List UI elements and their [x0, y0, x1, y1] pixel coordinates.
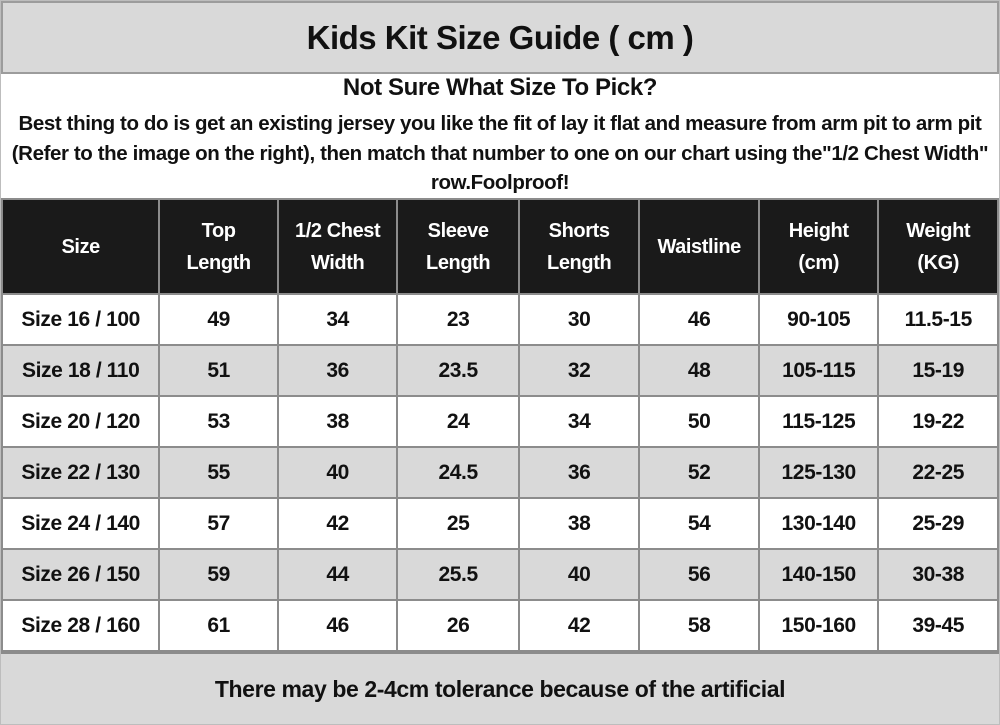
- table-cell: 130-140: [757, 497, 880, 551]
- column-header-waistline: Waistline: [638, 198, 760, 296]
- column-header-sleeve-length: Sleeve Length: [396, 198, 520, 296]
- table-row: Size 26 / 150 59 44 25.5 40 56 140-150 3…: [0, 548, 999, 602]
- table-cell: 23: [396, 293, 520, 347]
- table-cell: 36: [276, 344, 399, 398]
- table-row: Size 24 / 140 57 42 25 38 54 130-140 25-…: [0, 497, 999, 551]
- table-cell: 50: [638, 395, 760, 449]
- table-cell: 39-45: [877, 599, 999, 653]
- table-cell: 140-150: [757, 548, 880, 602]
- table-cell: 22-25: [877, 446, 999, 500]
- table-cell: 51: [158, 344, 279, 398]
- intro-body: Best thing to do is get an existing jers…: [11, 112, 989, 195]
- intro-section: Not Sure What Size To Pick? Best thing t…: [1, 74, 999, 199]
- size-row-label: Size 20 / 120: [0, 395, 161, 449]
- table-cell: 30-38: [877, 548, 999, 602]
- table-cell: 57: [158, 497, 279, 551]
- table-cell: 25: [396, 497, 520, 551]
- table-row: Size 22 / 130 55 40 24.5 36 52 125-130 2…: [0, 446, 999, 500]
- table-cell: 46: [276, 599, 399, 653]
- table-cell: 25-29: [877, 497, 999, 551]
- table-cell: 40: [517, 548, 641, 602]
- table-cell: 26: [396, 599, 520, 653]
- column-header-size: Size: [0, 198, 161, 296]
- size-row-label: Size 16 / 100: [0, 293, 161, 347]
- intro-heading: Not Sure What Size To Pick?: [342, 74, 658, 101]
- table-cell: 53: [158, 395, 279, 449]
- table-cell: 42: [517, 599, 641, 653]
- size-row-label: Size 26 / 150: [0, 548, 161, 602]
- size-row-label: Size 22 / 130: [0, 446, 161, 500]
- table-cell: 11.5-15: [877, 293, 999, 347]
- table-cell: 59: [158, 548, 279, 602]
- table-row: Size 16 / 100 49 34 23 30 46 90-105 11.5…: [0, 293, 999, 347]
- table-cell: 46: [638, 293, 760, 347]
- size-table: Size Top Length 1/2 Chest Width Sleeve L…: [0, 198, 999, 653]
- tolerance-note-bar: There may be 2-4cm tolerance because of …: [1, 652, 999, 724]
- table-cell: 54: [638, 497, 760, 551]
- page-title: Kids Kit Size Guide ( cm ): [306, 18, 694, 56]
- table-cell: 34: [276, 293, 399, 347]
- table-cell: 115-125: [757, 395, 880, 449]
- table-cell: 36: [517, 446, 641, 500]
- table-cell: 61: [158, 599, 279, 653]
- table-cell: 56: [638, 548, 760, 602]
- size-row-label: Size 24 / 140: [0, 497, 161, 551]
- column-header-shorts-length: Shorts Length: [517, 198, 641, 296]
- tolerance-note: There may be 2-4cm tolerance because of …: [214, 675, 786, 702]
- column-header-top-length: Top Length: [158, 198, 279, 296]
- table-header-row: Size Top Length 1/2 Chest Width Sleeve L…: [0, 198, 999, 296]
- table-cell: 38: [276, 395, 399, 449]
- column-header-height: Height (cm): [757, 198, 880, 296]
- table-cell: 24.5: [396, 446, 520, 500]
- table-cell: 58: [638, 599, 760, 653]
- table-cell: 90-105: [757, 293, 880, 347]
- table-cell: 30: [517, 293, 641, 347]
- column-header-weight: Weight (KG): [877, 198, 999, 296]
- size-row-label: Size 18 / 110: [0, 344, 161, 398]
- page-title-banner: Kids Kit Size Guide ( cm ): [1, 1, 999, 74]
- table-cell: 105-115: [757, 344, 880, 398]
- table-cell: 42: [276, 497, 399, 551]
- column-header-half-chest-width: 1/2 Chest Width: [276, 198, 399, 296]
- table-cell: 150-160: [757, 599, 880, 653]
- table-cell: 49: [158, 293, 279, 347]
- table-cell: 24: [396, 395, 520, 449]
- table-cell: 15-19: [877, 344, 999, 398]
- table-cell: 125-130: [757, 446, 880, 500]
- table-cell: 19-22: [877, 395, 999, 449]
- table-cell: 55: [158, 446, 279, 500]
- table-row: Size 28 / 160 61 46 26 42 58 150-160 39-…: [0, 599, 999, 653]
- table-cell: 44: [276, 548, 399, 602]
- table-cell: 32: [517, 344, 641, 398]
- table-cell: 25.5: [396, 548, 520, 602]
- table-row: Size 18 / 110 51 36 23.5 32 48 105-115 1…: [0, 344, 999, 398]
- size-row-label: Size 28 / 160: [0, 599, 161, 653]
- table-cell: 23.5: [396, 344, 520, 398]
- table-cell: 52: [638, 446, 760, 500]
- table-row: Size 20 / 120 53 38 24 34 50 115-125 19-…: [0, 395, 999, 449]
- table-cell: 34: [517, 395, 641, 449]
- table-cell: 48: [638, 344, 760, 398]
- table-cell: 40: [276, 446, 399, 500]
- table-cell: 38: [517, 497, 641, 551]
